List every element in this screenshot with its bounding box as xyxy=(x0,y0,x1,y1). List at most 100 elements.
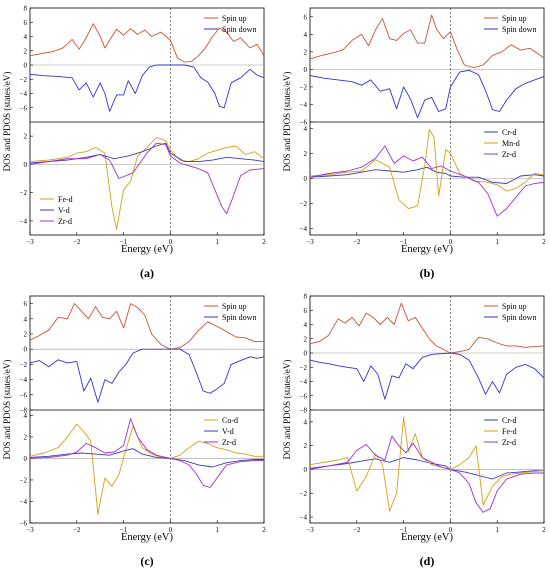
bottom-ytick-label: 0 xyxy=(24,455,28,463)
xtick-label: 1 xyxy=(495,238,499,246)
bottom-legend-label: Zr-d xyxy=(502,438,516,447)
top-legend-label: Spin down xyxy=(222,313,256,322)
bottom-ytick-label: 2 xyxy=(304,150,308,158)
panel-label: (d) xyxy=(420,554,435,568)
top-ytick-label: −2 xyxy=(300,83,308,91)
top-ytick-label: −2 xyxy=(300,364,308,372)
panel-c: −8 −6 −4 −2 0 2 4 6 Spin up Spin down −6 −4 −2 0 2 4 Co-… xyxy=(2,295,266,568)
top-ytick-label: 6 xyxy=(304,307,308,315)
plot-frame xyxy=(29,295,265,524)
top-series-spin-up xyxy=(309,302,545,354)
top-ytick-label: 4 xyxy=(304,31,308,39)
xtick-label: 0 xyxy=(449,238,453,246)
top-ytick-label: −6 xyxy=(20,391,28,399)
bottom-series-co-d xyxy=(29,423,264,515)
panel-b: −6 −4 −2 0 2 4 6 Spin up Spin down −4 −2 0 2 4 Cr-d Mn-… xyxy=(282,7,546,280)
xtick-label: 1 xyxy=(495,526,499,534)
top-series-spin-down xyxy=(29,64,265,112)
top-series-spin-up xyxy=(309,14,545,69)
top-ytick-label: 4 xyxy=(24,315,28,323)
xtick-label: 0 xyxy=(169,526,173,534)
top-series-spin-down xyxy=(309,69,545,119)
top-legend-label: Spin up xyxy=(222,14,247,23)
bottom-legend-label: V-d xyxy=(222,427,234,436)
bottom-series-cr-d xyxy=(309,166,545,184)
top-ytick-label: 0 xyxy=(304,350,308,358)
bottom-ytick-label: −4 xyxy=(20,498,28,506)
xtick-label: 0 xyxy=(449,526,453,534)
bottom-ytick-label: −6 xyxy=(20,520,28,528)
panel-label: (a) xyxy=(140,266,154,280)
top-ytick-label: 2 xyxy=(24,331,28,339)
xtick-label: 1 xyxy=(215,238,219,246)
bottom-ytick-label: 2 xyxy=(304,442,308,450)
top-ytick-label: 0 xyxy=(24,62,28,70)
bottom-series-mn-d xyxy=(309,129,545,210)
xtick-label: −3 xyxy=(26,526,34,534)
x-axis-label: Energy (eV) xyxy=(401,244,453,255)
bottom-legend-label: Zr-d xyxy=(222,438,236,447)
top-ytick-label: −2 xyxy=(20,76,28,84)
top-legend-label: Spin up xyxy=(222,302,247,311)
top-ytick-label: 6 xyxy=(24,19,28,27)
plot-frame xyxy=(309,7,545,236)
panel-a: −6 −4 −2 0 2 4 6 8 Spin up Spin down −4 −2 0 2 Fe-d V-d… xyxy=(2,5,266,281)
xtick-label: −2 xyxy=(353,238,361,246)
top-ytick-label: 4 xyxy=(24,33,28,41)
xtick-label: −1 xyxy=(400,526,408,534)
bottom-ytick-label: −2 xyxy=(20,189,28,197)
bottom-legend-label: Co-d xyxy=(222,416,238,425)
xtick-label: 2 xyxy=(262,526,266,534)
plot-frame xyxy=(29,7,265,236)
bottom-ytick-label: 0 xyxy=(304,175,308,183)
top-legend-label: Spin down xyxy=(502,25,536,34)
bottom-legend-label: Fe-d xyxy=(502,427,517,436)
bottom-series-zr-d xyxy=(309,435,544,513)
xtick-label: −2 xyxy=(353,526,361,534)
top-ytick-label: −4 xyxy=(20,376,28,384)
top-ytick-label: 0 xyxy=(304,66,308,74)
bottom-series-zr-d xyxy=(29,142,265,215)
top-legend-label: Spin down xyxy=(222,25,256,34)
top-ytick-label: 6 xyxy=(24,300,28,308)
bottom-legend-label: Zr-d xyxy=(58,217,72,226)
top-legend-label: Spin down xyxy=(502,313,536,322)
y-axis-label: DOS and PDOS (states/eV) xyxy=(282,360,292,460)
xtick-label: 2 xyxy=(262,238,266,246)
bottom-legend-label: Fe-d xyxy=(58,195,73,204)
xtick-label: −2 xyxy=(73,238,81,246)
panel-label: (c) xyxy=(140,554,153,568)
bottom-series-zr-d xyxy=(29,418,264,488)
x-axis-label: Energy (eV) xyxy=(121,532,173,543)
xtick-label: −2 xyxy=(73,526,81,534)
top-series-spin-down xyxy=(309,352,545,400)
top-ytick-label: −6 xyxy=(20,104,28,112)
top-ytick-label: 8 xyxy=(24,5,28,13)
top-ytick-label: 4 xyxy=(304,321,308,329)
y-axis-label: DOS and PDOS (states/eV) xyxy=(282,72,292,172)
top-ytick-label: −2 xyxy=(20,361,28,369)
top-ytick-label: −6 xyxy=(300,119,308,127)
bottom-series-zr-d xyxy=(309,145,545,217)
plot-frame xyxy=(309,295,545,524)
bottom-ytick-label: 4 xyxy=(304,418,308,426)
top-legend-label: Spin up xyxy=(502,302,527,311)
bottom-ytick-label: 4 xyxy=(24,412,28,420)
xtick-label: −3 xyxy=(306,526,314,534)
xtick-label: 1 xyxy=(215,526,219,534)
top-ytick-label: 0 xyxy=(24,346,28,354)
bottom-series-v-d xyxy=(29,142,265,164)
bottom-series-cr-d xyxy=(309,457,544,480)
bottom-ytick-label: 2 xyxy=(24,433,28,441)
bottom-legend-label: Zr-d xyxy=(502,150,516,159)
x-axis-label: Energy (eV) xyxy=(121,244,173,255)
panel-d: −8 −6 −4 −2 0 2 4 6 8 Spin up Spin down −4 −2 0 2 4 Cr-d… xyxy=(282,293,546,569)
bottom-ytick-label: 0 xyxy=(24,161,28,169)
bottom-legend-label: Cr-d xyxy=(502,128,517,137)
bottom-legend-label: Mn-d xyxy=(502,139,520,148)
bottom-series-v-d xyxy=(29,448,264,468)
bottom-legend-label: V-d xyxy=(58,206,70,215)
bottom-ytick-label: −4 xyxy=(20,217,28,225)
bottom-ytick-label: −4 xyxy=(300,514,308,522)
top-ytick-label: −4 xyxy=(20,90,28,98)
